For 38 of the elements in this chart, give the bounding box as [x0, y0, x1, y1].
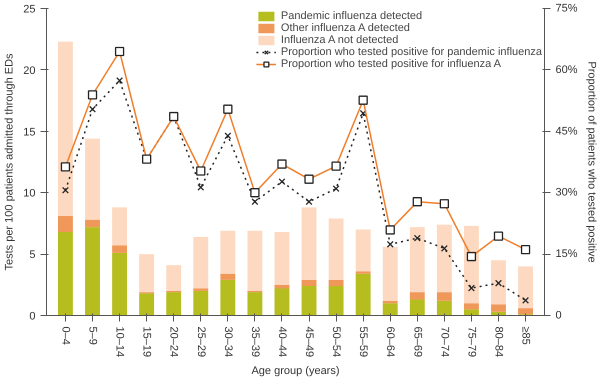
x-axis-title: Age group (years) — [251, 365, 340, 378]
legend-label: Proportion who tested positive for influenza A — [280, 58, 502, 70]
y2-tick-label: 30% — [556, 186, 578, 199]
x-tick-label: 75–79 — [465, 326, 478, 358]
legend-label: Pandemic influenza detected — [280, 10, 422, 22]
x-tick-label: ≥85 — [520, 326, 532, 345]
x-tick-label: 20–24 — [168, 326, 180, 358]
y2-tick-label: 60% — [556, 64, 578, 76]
legend-label: Other influenza A detected — [280, 22, 410, 34]
x-tick-label: 70–74 — [438, 326, 450, 358]
x-tick-label: 15–19 — [140, 326, 153, 358]
y-tick-label: 15 — [23, 126, 36, 138]
y-tick-label: 10 — [23, 188, 36, 200]
x-tick-label: 60–64 — [384, 326, 396, 358]
y2-tick-label: 75% — [556, 2, 578, 14]
x-tick-label: 45–49 — [303, 326, 316, 358]
legend-label: Influenza A not detected — [280, 34, 398, 46]
y2-tick-label: 45% — [556, 125, 578, 138]
x-tick-label: 35–39 — [248, 326, 261, 358]
y-tick-label: 5 — [29, 249, 36, 262]
x-tick-label: 65–69 — [411, 326, 424, 358]
x-tick-label: 55–59 — [357, 326, 370, 358]
x-tick-label: 30–34 — [222, 326, 234, 358]
y2-axis-title: Proportion of patients who tested positive — [586, 61, 598, 263]
y-tick-label: 0 — [29, 310, 36, 322]
x-tick-label: 0–4 — [59, 326, 72, 345]
y-tick-label: 20 — [23, 64, 36, 77]
x-tick-label: 50–54 — [330, 326, 342, 358]
x-tick-label: 25–29 — [194, 326, 207, 358]
x-tick-label: 5–9 — [86, 326, 99, 345]
y-axis-title: Tests per 100 patients admitted through EDs — [3, 52, 16, 271]
y-tick-label: 25 — [23, 4, 36, 16]
x-tick-label: 80–84 — [492, 326, 504, 358]
legend-label: Proportion who tested positive for pandemic influenza — [280, 46, 542, 58]
x-tick-label: 10–14 — [114, 326, 126, 358]
y2-tick-label: 15% — [556, 248, 578, 260]
x-tick-label: 40–44 — [276, 326, 288, 358]
y2-tick-label: 0 — [556, 310, 562, 322]
